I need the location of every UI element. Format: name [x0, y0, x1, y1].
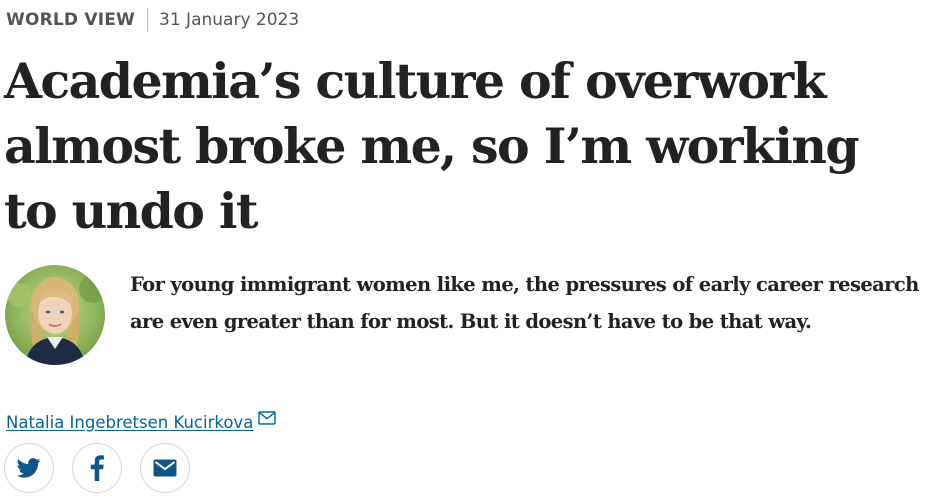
author-byline: Natalia Ingebretsen Kucirkova: [6, 409, 277, 435]
share-email-button[interactable]: [140, 443, 190, 493]
article-headline: Academia’s culture of overwork almost br…: [4, 52, 860, 240]
article-meta: WORLD VIEW 31 January 2023: [6, 8, 299, 32]
article-standfirst: For young immigrant women like me, the p…: [130, 273, 919, 333]
article-section-label[interactable]: WORLD VIEW: [6, 10, 136, 30]
author-avatar: [5, 265, 105, 365]
share-buttons: [4, 443, 208, 493]
facebook-icon: [90, 455, 104, 481]
share-facebook-button[interactable]: [72, 443, 122, 493]
author-name-link[interactable]: Natalia Ingebretsen Kucirkova: [6, 412, 254, 432]
envelope-icon[interactable]: [258, 410, 277, 429]
meta-divider: [147, 8, 149, 32]
author-portrait-image: [5, 265, 105, 365]
email-icon: [153, 459, 177, 477]
publication-date: 31 January 2023: [159, 10, 300, 30]
twitter-icon: [17, 458, 41, 478]
share-twitter-button[interactable]: [4, 443, 54, 493]
